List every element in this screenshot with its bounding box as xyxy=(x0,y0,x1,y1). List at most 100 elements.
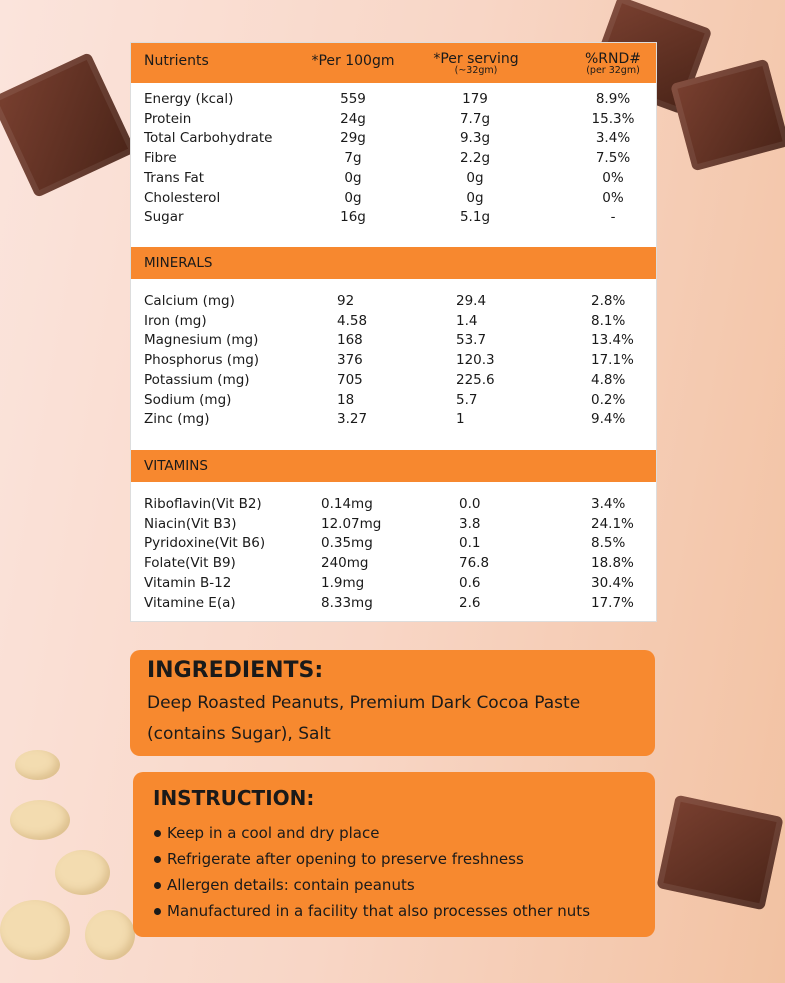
row-label: Energy (kcal) xyxy=(144,91,234,107)
row-label: Trans Fat xyxy=(144,169,205,186)
row-value: 7.5% xyxy=(595,150,631,167)
instruction-item: Keep in a cool and dry place xyxy=(167,824,380,842)
row-value: 5.1g xyxy=(459,209,491,226)
instruction-box: INSTRUCTION: Keep in a cool and dry plac… xyxy=(133,772,655,937)
ingredients-text: Deep Roasted Peanuts, Premium Dark Cocoa… xyxy=(147,693,581,744)
chocolate-decor xyxy=(656,794,784,911)
row-label: Calcium (mg) xyxy=(144,293,235,309)
row-value: 705 xyxy=(337,371,363,388)
row-value: 8.1% xyxy=(591,312,626,329)
row-value: 3.4% xyxy=(591,496,626,512)
row-value: 0.0 xyxy=(459,496,481,512)
row-value: 16g xyxy=(340,209,366,226)
row-value: 3.4% xyxy=(595,130,631,147)
row-label: Magnesium (mg) xyxy=(144,332,259,349)
row-value: 24g xyxy=(340,110,366,127)
header-cell: *Per serving xyxy=(433,51,519,67)
header-cell: *Per 100gm xyxy=(311,53,395,69)
row-value: 8.5% xyxy=(591,535,626,552)
row-label: Cholesterol xyxy=(144,189,221,206)
row-value: 15.3% xyxy=(591,110,635,127)
header-cell: Nutrients xyxy=(144,53,209,69)
section-title: VITAMINS xyxy=(144,458,208,474)
row-value: 376 xyxy=(337,352,363,369)
row-value: 76.8 xyxy=(459,555,490,572)
row-value: 1.9mg xyxy=(321,574,365,591)
bullet xyxy=(154,830,161,837)
row-value: 2.2g xyxy=(459,150,491,167)
peanut-decor xyxy=(10,800,70,840)
row-value: 240mg xyxy=(321,555,369,572)
row-value: 0.2% xyxy=(591,391,626,408)
row-value: 0% xyxy=(602,169,624,186)
row-label: Total Carbohydrate xyxy=(144,130,273,147)
row-value: 2.8% xyxy=(591,293,626,309)
row-value: 92 xyxy=(337,293,355,309)
row-value: 53.7 xyxy=(456,332,487,349)
nutrition-table: Nutrients *Per 100gm *Per serving %RND# (~32… xyxy=(130,42,657,622)
instruction-item: Refrigerate after opening to preserve fr… xyxy=(167,850,524,868)
header-note: (~32gm) xyxy=(454,65,498,76)
row-value: 12.07mg xyxy=(321,515,382,532)
row-value: 9.3g xyxy=(459,130,491,147)
row-value: 0.1 xyxy=(459,535,481,552)
row-label: Pyridoxine(Vit B6) xyxy=(144,535,266,552)
row-label: Iron (mg) xyxy=(144,312,207,329)
section-band xyxy=(131,247,656,279)
row-label: Folate(Vit B9) xyxy=(144,555,236,572)
instruction-item: Manufactured in a facility that also pro… xyxy=(167,902,591,920)
row-label: Vitamine E(a) xyxy=(144,594,236,611)
section-band xyxy=(131,450,656,482)
row-value: 5.7 xyxy=(456,391,478,408)
row-value: 29g xyxy=(340,130,366,147)
row-label: Riboflavin(Vit B2) xyxy=(144,496,262,512)
row-value: 179 xyxy=(462,91,488,107)
row-value: 7g xyxy=(344,150,362,167)
row-label: Zinc (mg) xyxy=(144,411,210,428)
row-label: Sodium (mg) xyxy=(144,391,232,408)
bullet xyxy=(154,908,161,915)
section-title: MINERALS xyxy=(144,255,213,271)
row-label: Vitamin B-12 xyxy=(144,574,232,591)
row-value: 168 xyxy=(337,332,363,349)
table-header xyxy=(131,43,656,83)
row-label: Sugar xyxy=(144,209,184,226)
peanut-decor xyxy=(85,910,135,960)
row-label: Fibre xyxy=(144,150,177,167)
row-value: 0.35mg xyxy=(321,535,373,552)
row-value: 8.9% xyxy=(595,91,631,107)
row-value: 17.1% xyxy=(591,352,634,369)
peanut-decor xyxy=(0,900,70,960)
row-value: 1 xyxy=(456,411,465,428)
row-value: 17.7% xyxy=(591,594,634,611)
bullet xyxy=(154,882,161,889)
row-value: 225.6 xyxy=(456,371,495,388)
row-value: 0g xyxy=(466,169,484,186)
row-value: 0g xyxy=(344,169,362,186)
row-value: 18.8% xyxy=(591,555,634,572)
peanut-decor xyxy=(15,750,60,780)
ingredients-box: INGREDIENTS: Deep Roasted Peanuts, Premi… xyxy=(130,650,655,756)
chocolate-decor xyxy=(0,51,137,199)
row-value: 4.58 xyxy=(337,312,368,329)
row-label: Protein xyxy=(144,110,192,127)
row-value: 3.27 xyxy=(337,411,368,428)
row-value: 29.4 xyxy=(456,293,487,309)
ingredients-title: INGREDIENTS: xyxy=(147,658,324,683)
row-value: 1.4 xyxy=(456,312,478,329)
row-value: - xyxy=(610,209,616,226)
row-value: 0% xyxy=(602,189,624,206)
row-value: 9.4% xyxy=(591,411,626,428)
row-label: Niacin(Vit B3) xyxy=(144,515,237,532)
row-value: 30.4% xyxy=(591,574,634,591)
row-value: 8.33mg xyxy=(321,594,373,611)
row-value: 120.3 xyxy=(456,352,495,369)
instruction-item: Allergen details: contain peanuts xyxy=(167,876,415,894)
header-note: (per 32gm) xyxy=(586,65,640,76)
row-value: 0.14mg xyxy=(321,496,373,512)
header-cell: %RND# xyxy=(584,51,641,67)
row-value: 24.1% xyxy=(591,515,634,532)
row-label: Potassium (mg) xyxy=(144,371,250,388)
instruction-title: INSTRUCTION: xyxy=(153,786,315,810)
